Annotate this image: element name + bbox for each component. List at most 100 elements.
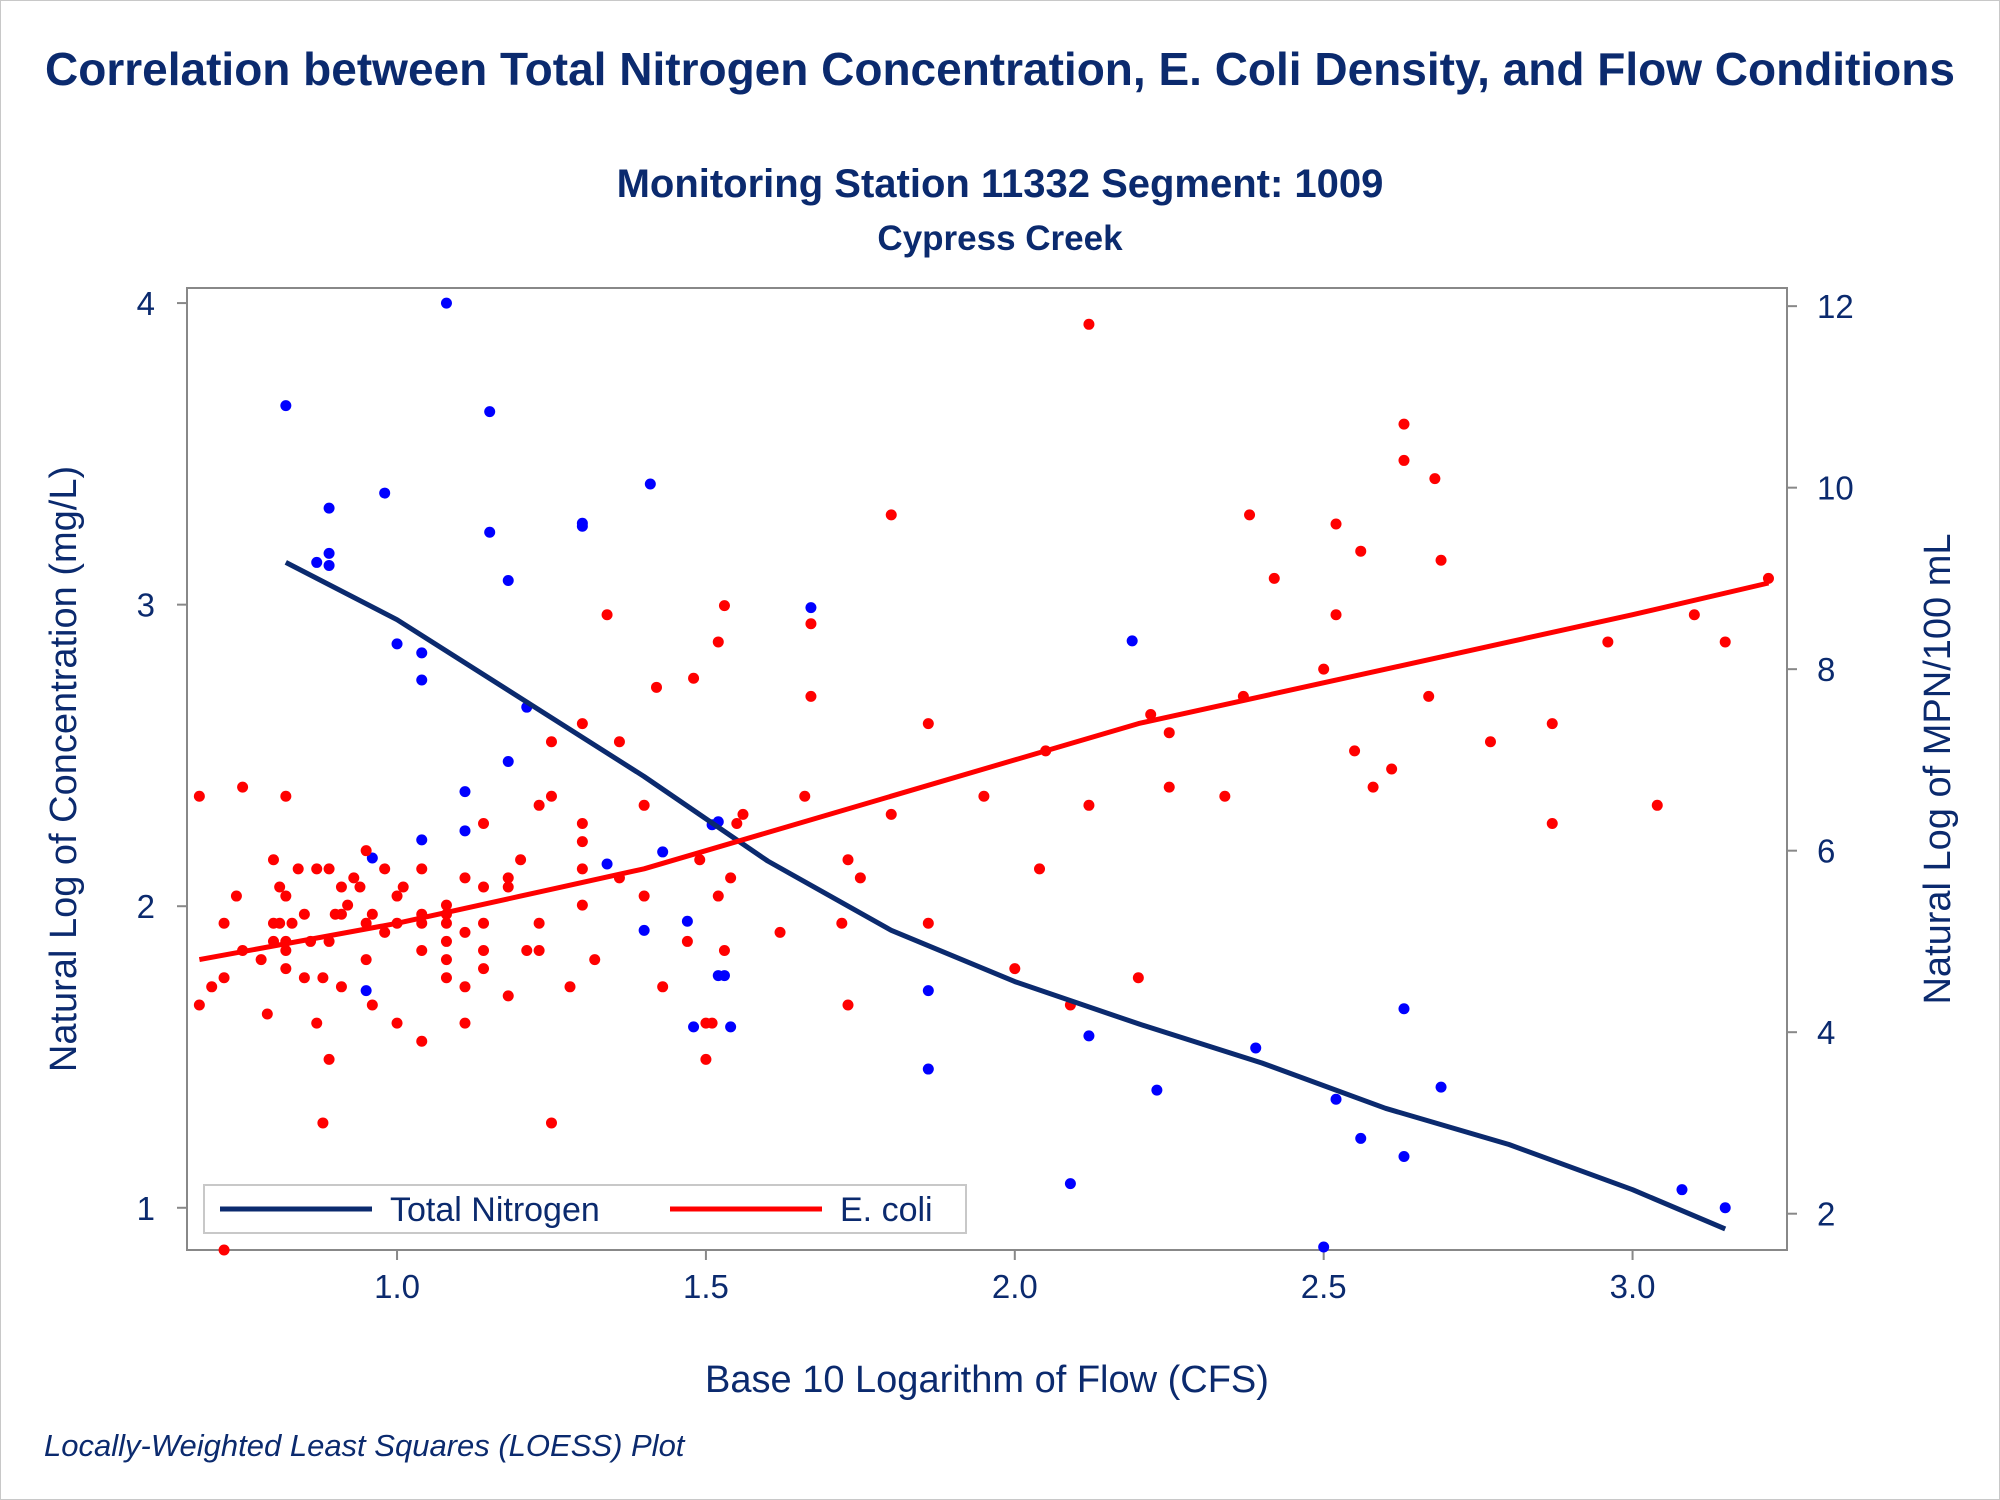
ecoli-point: [280, 945, 292, 957]
ecoli-point: [416, 945, 428, 957]
ecoli-point: [440, 935, 452, 947]
nitrogen-point: [681, 915, 693, 927]
ecoli-point: [1398, 454, 1410, 466]
nitrogen-point: [1355, 1132, 1367, 1144]
ecoli-point: [478, 817, 490, 829]
nitrogen-point: [391, 638, 403, 650]
ecoli-point: [502, 990, 514, 1002]
ecoli-point: [1719, 636, 1731, 648]
ecoli-point: [576, 718, 588, 730]
nitrogen-point: [459, 825, 471, 837]
ecoli-point: [323, 863, 335, 875]
ecoli-point: [1435, 554, 1447, 566]
ecoli-point: [694, 854, 706, 866]
ecoli-point: [317, 972, 329, 984]
nitrogen-point: [323, 502, 335, 514]
ecoli-point: [842, 854, 854, 866]
nitrogen-point: [1398, 1003, 1410, 1015]
ecoli-point: [836, 917, 848, 929]
ecoli-point: [1083, 799, 1095, 811]
ecoli-point: [842, 999, 854, 1011]
ecoli-point: [712, 636, 724, 648]
ecoli-point: [564, 981, 576, 993]
ecoli-point: [1602, 636, 1614, 648]
ecoli-point: [280, 790, 292, 802]
chart-subtitle-2: Cypress Creek: [877, 219, 1123, 258]
nitrogen-point: [360, 985, 372, 997]
ecoli-point: [700, 1053, 712, 1065]
ecoli-point: [601, 609, 613, 621]
ecoli-point: [718, 600, 730, 612]
ecoli-point: [638, 890, 650, 902]
nitrogen-point: [1435, 1081, 1447, 1093]
ecoli-point: [681, 935, 693, 947]
ecoli-point: [533, 945, 545, 957]
legend-label-ecoli: E. coli: [840, 1191, 933, 1229]
ecoli-point: [478, 881, 490, 893]
ecoli-point: [545, 1117, 557, 1129]
ecoli-point: [1546, 718, 1558, 730]
ecoli-point: [193, 999, 205, 1011]
ecoli-point: [1386, 763, 1398, 775]
ecoli-point: [280, 890, 292, 902]
ecoli-point: [1163, 781, 1175, 793]
ecoli-point: [311, 1017, 323, 1029]
ecoli-point: [1244, 509, 1256, 521]
ecoli-point: [774, 926, 786, 938]
ecoli-point: [230, 890, 242, 902]
ecoli-point: [440, 972, 452, 984]
ecoli-point: [193, 790, 205, 802]
nitrogen-point: [416, 674, 428, 686]
ecoli-point: [1398, 418, 1410, 430]
ecoli-point: [335, 981, 347, 993]
ecoli-point: [237, 781, 249, 793]
ecoli-point: [459, 981, 471, 993]
ecoli-point: [718, 945, 730, 957]
ecoli-point: [657, 981, 669, 993]
nitrogen-loess-line: [284, 560, 1727, 1232]
ecoli-point: [502, 872, 514, 884]
ecoli-point: [1349, 745, 1361, 757]
ecoli-point: [1145, 709, 1157, 721]
ecoli-point: [688, 672, 700, 684]
legend: Total Nitrogen E. coli: [203, 1184, 967, 1234]
ecoli-point: [342, 899, 354, 911]
y2-tick-label: 10: [1817, 470, 1854, 507]
footnote: Locally-Weighted Least Squares (LOESS) P…: [44, 1428, 685, 1463]
nitrogen-point: [576, 520, 588, 532]
y2-tick-label: 8: [1817, 651, 1835, 688]
ecoli-point: [1330, 609, 1342, 621]
ecoli-point: [354, 881, 366, 893]
y2-tick-label: 6: [1817, 833, 1835, 870]
ecoli-point: [360, 845, 372, 857]
ecoli-point: [725, 872, 737, 884]
y2-axis-label: Natural Log of MPN/100 mL: [1917, 533, 1959, 1004]
ecoli-point: [805, 690, 817, 702]
loess-lines-layer: [198, 560, 1770, 1232]
nitrogen-point: [1126, 635, 1138, 647]
ecoli-point: [1219, 790, 1231, 802]
ecoli-point: [298, 972, 310, 984]
y-axis-label: Natural Log of Concentration (mg/L): [43, 466, 85, 1072]
nitrogen-point: [644, 478, 656, 490]
ecoli-point: [533, 917, 545, 929]
nitrogen-point: [502, 755, 514, 767]
nitrogen-point: [1318, 1241, 1330, 1253]
ecoli-point: [286, 917, 298, 929]
nitrogen-point: [688, 1021, 700, 1033]
y-tick-label: 1: [137, 1190, 155, 1227]
nitrogen-point: [1676, 1184, 1688, 1196]
nitrogen-point: [1083, 1030, 1095, 1042]
ecoli-point: [576, 863, 588, 875]
nitrogen-point: [725, 1021, 737, 1033]
nitrogen-point: [280, 400, 292, 412]
ecoli-point: [440, 954, 452, 966]
ecoli-point: [311, 863, 323, 875]
ecoli-point: [1651, 799, 1663, 811]
nitrogen-point: [638, 924, 650, 936]
ecoli-point: [274, 881, 286, 893]
ecoli-point: [521, 945, 533, 957]
y-tick-label: 4: [137, 285, 155, 322]
ecoli-point: [576, 836, 588, 848]
